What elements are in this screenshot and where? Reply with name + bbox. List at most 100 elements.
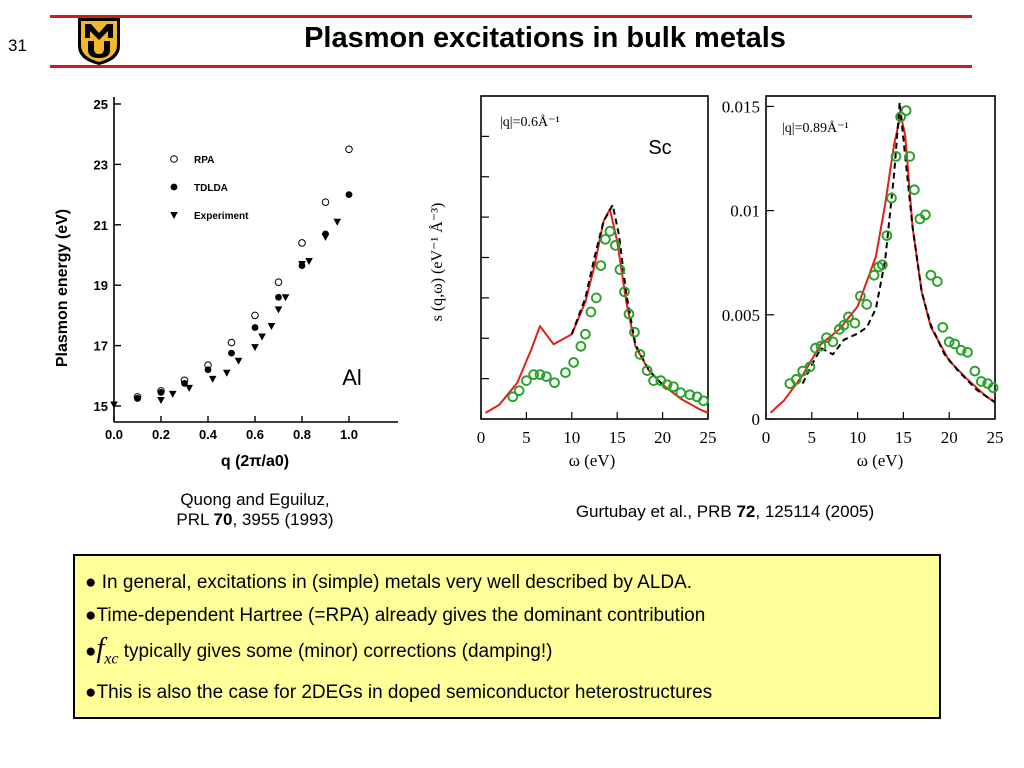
al-point-experiment	[234, 357, 243, 365]
sc2-exp-point	[904, 151, 916, 162]
al-tick-labels: 0.0 0.2 0.4 0.6 0.8 1.0 15 17 19 21 23 25	[94, 97, 359, 442]
sc1-ticks	[480, 135, 709, 419]
sc1-exp-point	[600, 233, 611, 245]
sc2-exp-point	[876, 259, 888, 271]
al-y-tick-label: 15	[94, 399, 108, 414]
al-point-tdlda	[345, 191, 353, 199]
al-point-rpa	[251, 311, 259, 320]
sc1-exp-point	[698, 395, 709, 407]
sc2-exp-point	[969, 365, 981, 377]
al-point-tdlda	[204, 366, 212, 374]
sc1-exp-point	[604, 225, 616, 237]
al-legend-marker	[170, 155, 178, 163]
al-x-tick-label: 0.2	[152, 427, 170, 442]
al-y-tick-label: 17	[94, 339, 108, 354]
sc1-exp-point	[568, 357, 579, 368]
al-point-rpa	[321, 198, 330, 206]
sc2-exp-point	[931, 276, 943, 287]
sc2-x-tick-label: 20	[941, 428, 958, 447]
sc1-exp-point	[619, 286, 630, 298]
citation-quong-line2: PRL 70, 3955 (1993)	[130, 510, 380, 530]
sc2-exp-point	[909, 184, 920, 196]
sc1-exp-point	[634, 349, 646, 360]
sc1-exp-point	[668, 381, 679, 393]
sc1-x-tick-label: 10	[563, 428, 580, 447]
bottom-red-rule	[50, 65, 972, 68]
sc2-y-tick-label: 0.015	[722, 97, 760, 116]
university-logo	[78, 18, 120, 65]
al-y-tick-label: 25	[94, 97, 108, 112]
al-point-experiment	[274, 306, 283, 314]
al-x-tick-label: 0.0	[105, 427, 123, 442]
sc2-exp-point	[962, 346, 973, 358]
sc1-exp-point	[513, 385, 525, 397]
citation-gurtubay-volume: 72	[736, 502, 756, 521]
citation-quong-journal: PRL	[176, 510, 214, 529]
al-legend-label: Experiment	[194, 211, 249, 222]
al-points	[110, 145, 353, 409]
sc2-x-tick-label: 0	[762, 428, 771, 447]
al-point-experiment	[267, 322, 276, 330]
sc1-x-tick-label: 15	[609, 428, 626, 447]
sc1-y-label: s (q,ω) (eV⁻¹ Å⁻³)	[428, 203, 446, 322]
al-point-experiment	[208, 375, 217, 383]
al-point-experiment	[333, 218, 342, 226]
sc2-y-tick-label: 0	[752, 410, 761, 429]
sc2-exp-point	[925, 269, 937, 281]
sc2-exp-point	[900, 105, 912, 116]
al-point-experiment	[157, 396, 165, 404]
sc1-x-tick-label: 0	[477, 428, 486, 447]
sc1-exp-point	[629, 326, 640, 338]
sc1-x-label: ω (eV)	[569, 451, 616, 470]
sc2-exp-point	[886, 192, 897, 204]
sc2-exp-point	[890, 151, 902, 162]
sc2-data	[769, 101, 999, 414]
al-point-rpa	[274, 278, 283, 286]
al-ticks	[113, 103, 350, 422]
al-point-tdlda	[251, 324, 259, 331]
sc1-x-tick-label: 25	[700, 428, 717, 447]
sc2-exp-point	[975, 376, 987, 387]
sc1-exp-point	[575, 340, 587, 352]
sc2-y-tick-label: 0.005	[722, 306, 760, 325]
sc1-exp-point	[534, 369, 546, 380]
fxc-sub: xc	[104, 650, 119, 668]
sc2-exp-point	[815, 340, 827, 352]
sc1-exp-point	[610, 240, 621, 251]
sc1-exp-point	[684, 389, 696, 401]
sc2-x-tick-label: 25	[987, 428, 1004, 447]
al-point-tdlda	[134, 395, 141, 402]
al-legend-marker	[170, 212, 178, 219]
citation-quong-volume: 70	[213, 510, 233, 529]
sc2-exp-point	[854, 290, 866, 302]
sc2-y-tick-label: 0.01	[730, 202, 760, 221]
sc1-q-label: |q|=0.6Å⁻¹	[500, 114, 560, 130]
al-point-experiment	[223, 369, 231, 377]
sc1-exp-point	[580, 328, 591, 340]
citation-gurtubay-rest: , 125114 (2005)	[755, 502, 875, 521]
sc2-rpa-line	[801, 101, 996, 404]
sc1-exp-point	[641, 365, 653, 376]
sc1-exp-point	[648, 375, 659, 386]
al-legend: RPA TDLDA Experiment	[170, 155, 249, 222]
sc2-exp-point	[827, 336, 839, 348]
sc1-exp-point	[549, 377, 560, 389]
al-point-experiment	[298, 261, 306, 269]
sc2-exp-point	[937, 321, 949, 333]
al-point-experiment	[185, 384, 193, 392]
sc1-exp-point	[521, 375, 532, 386]
fxc-symbol: fxc	[96, 633, 118, 668]
sc1-exp-point	[541, 371, 552, 382]
fxc-f: f	[96, 633, 105, 664]
sc2-exp-point	[868, 269, 880, 281]
al-material-label: Al	[342, 365, 362, 390]
al-legend-marker	[170, 183, 178, 191]
sc2-exp-point	[843, 311, 854, 323]
sc1-exp-point	[623, 308, 635, 320]
al-y-label: Plasmon energy (eV)	[54, 209, 71, 367]
summary-box: ● In general, excitations in (simple) me…	[73, 554, 941, 719]
top-red-rule	[50, 15, 972, 18]
al-point-tdlda	[157, 389, 165, 396]
bullet-4: ●This is also the case for 2DEGs in dope…	[85, 681, 713, 703]
al-point-experiment	[321, 233, 330, 241]
